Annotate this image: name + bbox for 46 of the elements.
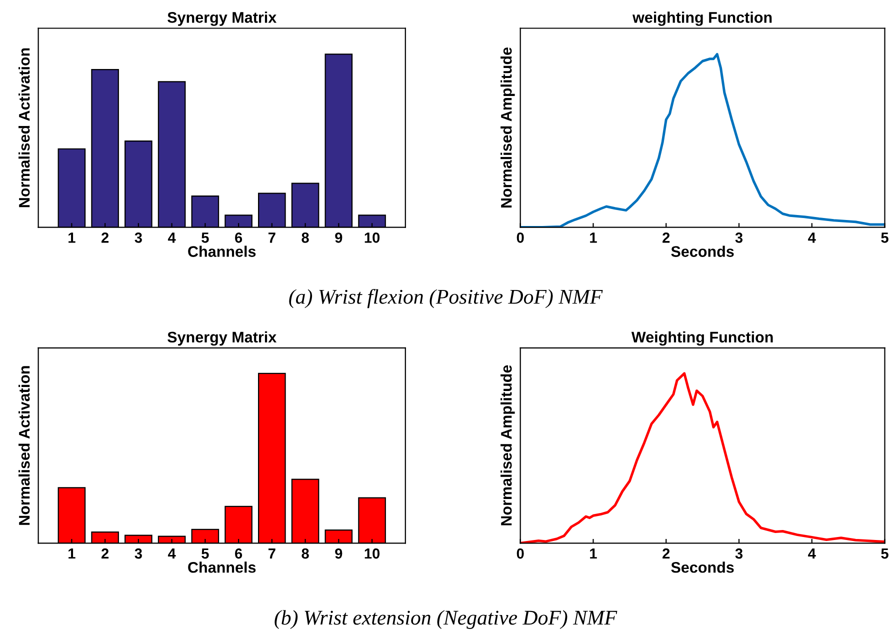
text: (b) Wrist extension (Negative DoF) NMF [274,610,618,629]
y-axis-title: Normalised Amplitude [500,47,515,208]
x-tick-label: 4 [808,548,816,559]
chart-title: weighting Function [632,12,772,26]
x-tick-label: 5 [881,232,888,243]
x-tick-label: 7 [268,548,276,559]
chart-title: Weighting Function [631,331,773,346]
x-axis-title: Channels [188,246,256,257]
x-tick-label: 10 [364,232,380,243]
x-tick-label: 6 [235,548,242,559]
x-tick-label: 0 [516,548,524,559]
x-tick-label: 10 [364,548,380,559]
x-axis-title: Seconds [671,246,734,257]
x-tick-label: 5 [202,232,209,243]
chart-title: Synergy Matrix [168,331,277,346]
text: (a) Wrist flexion (Positive DoF) NMF [289,288,603,308]
x-tick-label: 9 [335,548,342,559]
x-tick-label: 3 [735,548,743,559]
y-axis-title: Normalised Activation [18,48,30,208]
x-tick-label: 1 [68,548,76,559]
x-tick-label: 6 [235,232,242,243]
x-tick-label: 8 [302,548,309,559]
x-tick-label: 4 [168,548,176,559]
x-axis-title: Channels [188,562,256,573]
x-tick-label: 3 [134,548,142,559]
x-tick-label: 7 [268,232,276,243]
x-tick-label: 1 [68,232,76,243]
x-tick-label: 2 [102,232,109,243]
x-axis-title: Seconds [671,562,734,573]
x-tick-label: 4 [808,232,816,243]
y-axis-title: Normalised Amplitude [500,365,515,526]
x-tick-label: 1 [590,548,597,559]
chart-title: Synergy Matrix [168,12,277,26]
y-axis-title: Normalised Activation [18,366,30,525]
x-tick-label: 9 [335,232,342,243]
x-tick-label: 2 [662,232,670,243]
x-tick-label: 0 [516,232,524,243]
x-tick-label: 2 [662,548,670,559]
x-tick-label: 2 [102,548,109,559]
x-tick-label: 4 [168,232,176,243]
x-tick-label: 1 [590,232,597,243]
x-tick-label: 8 [302,232,309,243]
x-tick-label: 3 [735,232,743,243]
x-tick-label: 5 [202,548,209,559]
x-tick-label: 5 [881,548,888,559]
x-tick-label: 3 [134,232,142,243]
